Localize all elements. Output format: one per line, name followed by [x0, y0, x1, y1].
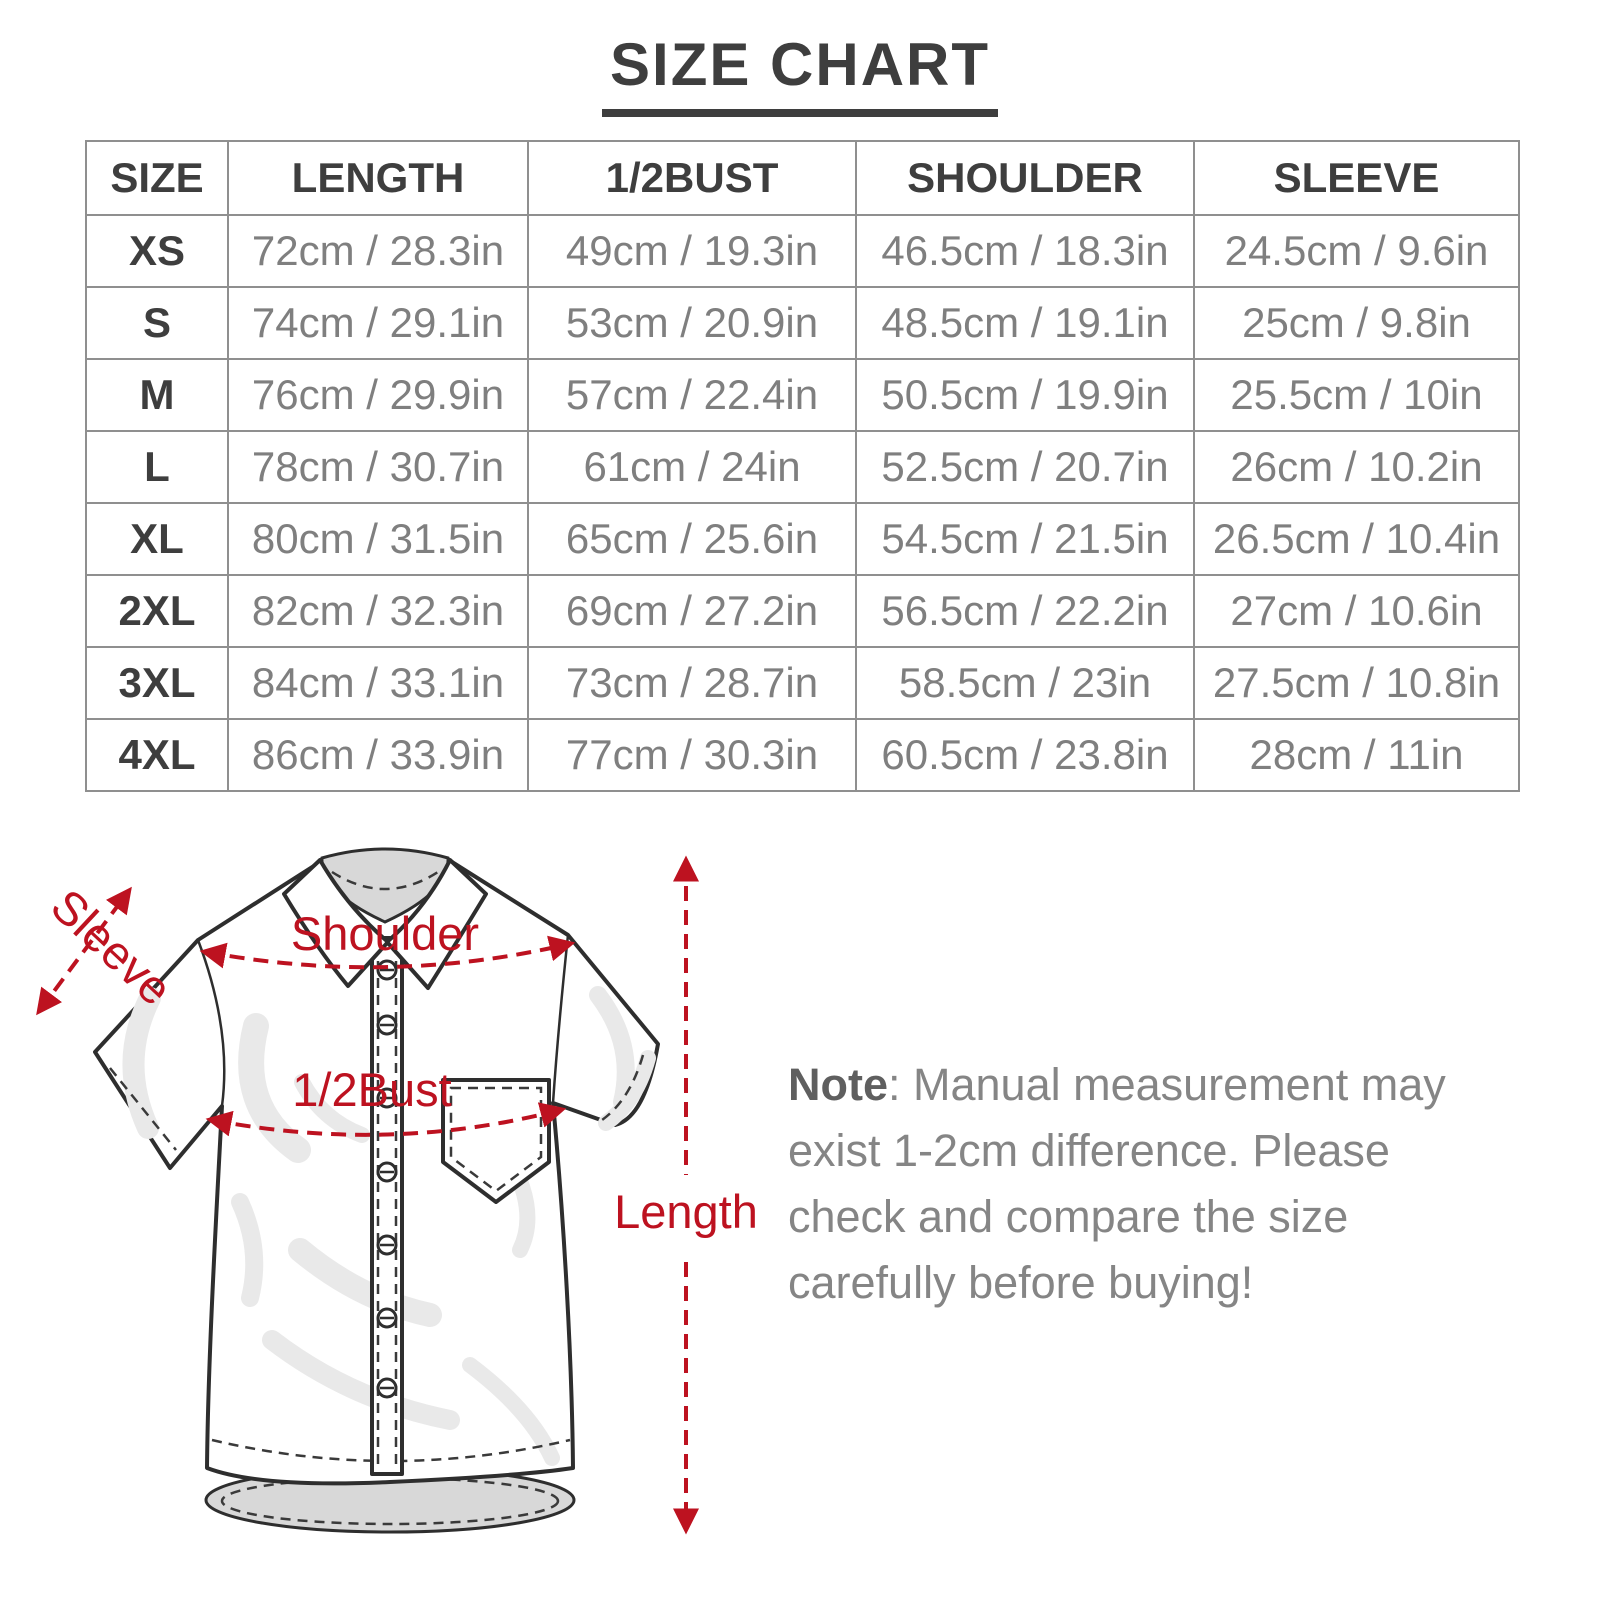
column-header-size: SIZE — [85, 140, 229, 216]
wrinkle — [589, 986, 635, 1111]
measurement-cell: 56.5cm / 22.2in — [855, 574, 1195, 648]
measurement-cell: 77cm / 30.3in — [527, 718, 857, 792]
measurement-cell: 69cm / 27.2in — [527, 574, 857, 648]
measurement-cell: 80cm / 31.5in — [227, 502, 529, 576]
size-label: XL — [85, 502, 229, 576]
measurement-cell: 78cm / 30.7in — [227, 430, 529, 504]
measurement-cell: 26.5cm / 10.4in — [1193, 502, 1520, 576]
size-row-2xl: 2XL 82cm / 32.3in 69cm / 27.2in 56.5cm / 22… — [85, 574, 1520, 648]
size-table-header-row: SIZE LENGTH 1/2BUST SHOULDER SLEEVE — [85, 140, 1520, 216]
column-header-sleeve: SLEEVE — [1193, 140, 1520, 216]
measurement-cell: 54.5cm / 21.5in — [855, 502, 1195, 576]
measurement-cell: 65cm / 25.6in — [527, 502, 857, 576]
bust-measure-arrow — [205, 1102, 567, 1137]
size-row-xl: XL 80cm / 31.5in 65cm / 25.6in 54.5cm / 21.… — [85, 502, 1520, 576]
measurement-cell: 50.5cm / 19.9in — [855, 358, 1195, 432]
measurement-cell: 49cm / 19.3in — [527, 214, 857, 288]
size-label: M — [85, 358, 229, 432]
measurement-cell: 74cm / 29.1in — [227, 286, 529, 360]
size-row-s: S 74cm / 29.1in 53cm / 20.9in 48.5cm / 19.1… — [85, 286, 1520, 360]
measurement-cell: 27cm / 10.6in — [1193, 574, 1520, 648]
measurement-cell: 61cm / 24in — [527, 430, 857, 504]
right-cuff-stitch — [601, 1054, 645, 1122]
note-text: Note: Manual measurement may exist 1-2cm… — [788, 1052, 1473, 1316]
size-label: XS — [85, 214, 229, 288]
shoulder-label: Shoulder — [291, 907, 479, 960]
wrinkle — [262, 1330, 460, 1430]
measurement-cell: 72cm / 28.3in — [227, 214, 529, 288]
shirt-illustration: Sleeve Shoulder 1/2Bust Length — [36, 847, 758, 1535]
measurement-cell: 25.5cm / 10in — [1193, 358, 1520, 432]
size-label: 4XL — [85, 718, 229, 792]
measurement-cell: 76cm / 29.9in — [227, 358, 529, 432]
collar-stitch — [331, 870, 439, 891]
size-label: S — [85, 286, 229, 360]
measurement-cell: 84cm / 33.1in — [227, 646, 529, 720]
pocket-stitch — [449, 1086, 543, 1193]
body-hem-stitch — [211, 1438, 571, 1463]
measurement-cell: 25cm / 9.8in — [1193, 286, 1520, 360]
measurement-cell: 48.5cm / 19.1in — [855, 286, 1195, 360]
size-row-4xl: 4XL 86cm / 33.9in 77cm / 30.3in 60.5cm / 23… — [85, 718, 1520, 792]
wrinkle — [288, 1238, 442, 1327]
size-label: 2XL — [85, 574, 229, 648]
measurement-cell: 57cm / 22.4in — [527, 358, 857, 432]
note-label: Note — [788, 1059, 888, 1110]
measurement-cell: 73cm / 28.7in — [527, 646, 857, 720]
measurement-cell: 26cm / 10.2in — [1193, 430, 1520, 504]
measurement-cell: 86cm / 33.9in — [227, 718, 529, 792]
left-cuff-stitch — [109, 1067, 177, 1151]
column-header-length: LENGTH — [227, 140, 529, 216]
column-header-1-2bust: 1/2BUST — [527, 140, 857, 216]
measurement-cell: 24.5cm / 9.6in — [1193, 214, 1520, 288]
right-cuff-interior — [598, 1050, 656, 1131]
page-title: SIZE CHART — [602, 30, 998, 117]
length-label: Length — [614, 1185, 758, 1238]
measurement-cell: 60.5cm / 23.8in — [855, 718, 1195, 792]
size-label: L — [85, 430, 229, 504]
measurement-cell: 53cm / 20.9in — [527, 286, 857, 360]
wrinkle — [122, 987, 161, 1139]
measurement-cell: 52.5cm / 20.7in — [855, 430, 1195, 504]
note-body: : Manual measurement may exist 1-2cm dif… — [788, 1059, 1446, 1308]
size-row-m: M 76cm / 29.9in 57cm / 22.4in 50.5cm / 19.9… — [85, 358, 1520, 432]
measurement-cell: 82cm / 32.3in — [227, 574, 529, 648]
wrinkle — [462, 1357, 560, 1466]
half-bust-label: 1/2Bust — [292, 1063, 451, 1116]
measurement-cell: 58.5cm / 23in — [855, 646, 1195, 720]
size-table: SIZE LENGTH 1/2BUST SHOULDER SLEEVE XS 72cm /… — [85, 140, 1520, 792]
size-label: 3XL — [85, 646, 229, 720]
shirt-measurement-diagram: Sleeve Shoulder 1/2Bust Length — [0, 820, 770, 1590]
measurement-cell: 46.5cm / 18.3in — [855, 214, 1195, 288]
size-row-3xl: 3XL 84cm / 33.1in 73cm / 28.7in 58.5cm / 23… — [85, 646, 1520, 720]
size-row-l: L 78cm / 30.7in 61cm / 24in 52.5cm / 20.7in… — [85, 430, 1520, 504]
sleeve-label: Sleeve — [41, 879, 182, 1016]
measurement-cell: 27.5cm / 10.8in — [1193, 646, 1520, 720]
size-row-xs: XS 72cm / 28.3in 49cm / 19.3in 46.5cm / 18.… — [85, 214, 1520, 288]
sleeve-measure-arrow — [36, 886, 132, 1016]
wrinkle — [238, 1013, 311, 1163]
measurement-cell: 28cm / 11in — [1193, 718, 1520, 792]
wrinkle — [231, 1193, 264, 1307]
column-header-shoulder: SHOULDER — [855, 140, 1195, 216]
shoulder-measure-arrow — [199, 935, 576, 970]
